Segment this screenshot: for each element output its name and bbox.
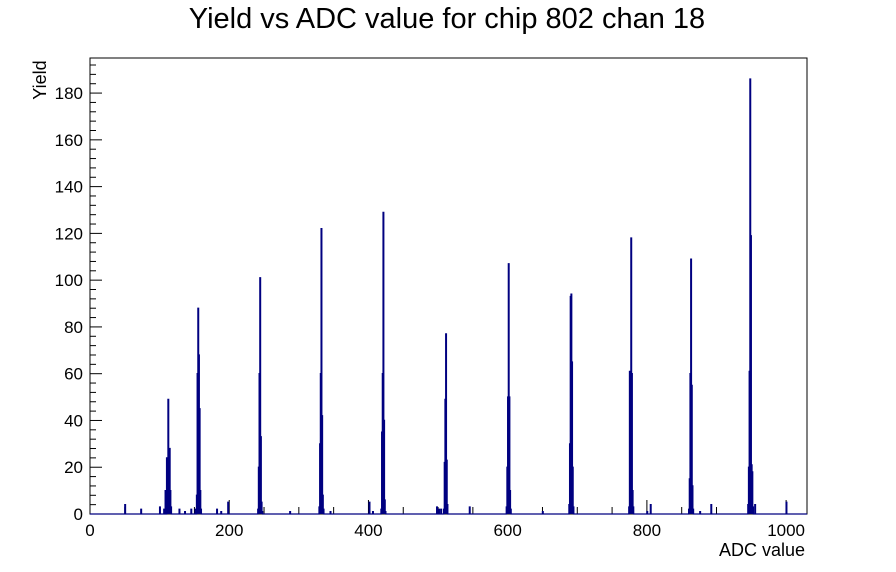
x-tick-label: 400: [354, 521, 382, 540]
x-axis: 0 200 400 600 800 1000: [85, 500, 805, 540]
x-tick-label: 800: [633, 521, 661, 540]
chart-title: Yield vs ADC value for chip 802 chan 18: [189, 3, 705, 35]
x-tick-label: 200: [215, 521, 243, 540]
y-axis: 0 20 40 60 80 100 120 140 160 180: [55, 64, 102, 524]
y-tick-label: 0: [74, 505, 83, 524]
y-tick-label: 160: [55, 131, 83, 150]
y-tick-label: 180: [55, 84, 83, 103]
histogram-series: [90, 78, 807, 515]
y-tick-label: 40: [64, 411, 83, 430]
y-tick-label: 60: [64, 365, 83, 384]
y-tick-label: 120: [55, 224, 83, 243]
x-tick-label: 600: [493, 521, 521, 540]
y-tick-label: 80: [64, 318, 83, 337]
y-axis-label: Yield: [30, 60, 50, 99]
y-tick-label: 140: [55, 178, 83, 197]
x-axis-label: ADC value: [719, 540, 805, 560]
x-tick-label: 1000: [767, 521, 805, 540]
y-tick-label: 20: [64, 458, 83, 477]
x-tick-label: 0: [85, 521, 94, 540]
y-tick-label: 100: [55, 271, 83, 290]
